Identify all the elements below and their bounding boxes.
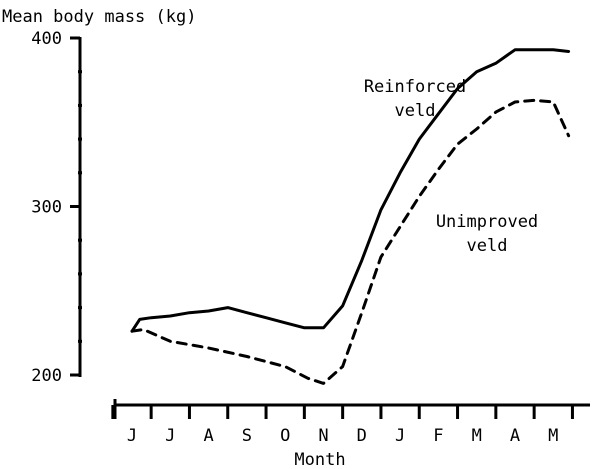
series-layer	[130, 48, 571, 385]
x-tick-label: M	[548, 426, 558, 446]
x-tick-label: O	[280, 426, 290, 446]
series-label: Reinforced	[364, 77, 466, 97]
series-line-reinforced-veld	[130, 48, 571, 333]
series-label: veld	[395, 101, 436, 121]
x-tick-label: D	[357, 426, 367, 446]
x-tick-label: J	[395, 426, 405, 446]
series-label: Unimproved	[436, 212, 538, 232]
x-tick-label: J	[127, 426, 137, 446]
x-tick-label: M	[472, 426, 482, 446]
x-tick-label: J	[165, 426, 175, 446]
x-tick-label: A	[510, 426, 520, 446]
series-line-unimproved-veld	[130, 98, 571, 385]
y-tick-label: 200	[31, 366, 62, 386]
y-tick-label: 300	[31, 198, 62, 218]
series-labels: Reinforced veld Unimproved veld	[364, 77, 538, 256]
x-tick-label: S	[242, 426, 252, 446]
x-tick-label: N	[318, 426, 328, 446]
x-tick-label: A	[203, 426, 213, 446]
y-axis-title: Mean body mass (kg)	[2, 7, 196, 27]
y-tick-label: 400	[31, 29, 62, 49]
axes: 400 300 200 J J A S O N D J F M A M	[31, 29, 590, 446]
x-axis-title: Month	[294, 450, 345, 469]
x-tick-label: F	[433, 426, 443, 446]
series-label: veld	[467, 236, 508, 256]
